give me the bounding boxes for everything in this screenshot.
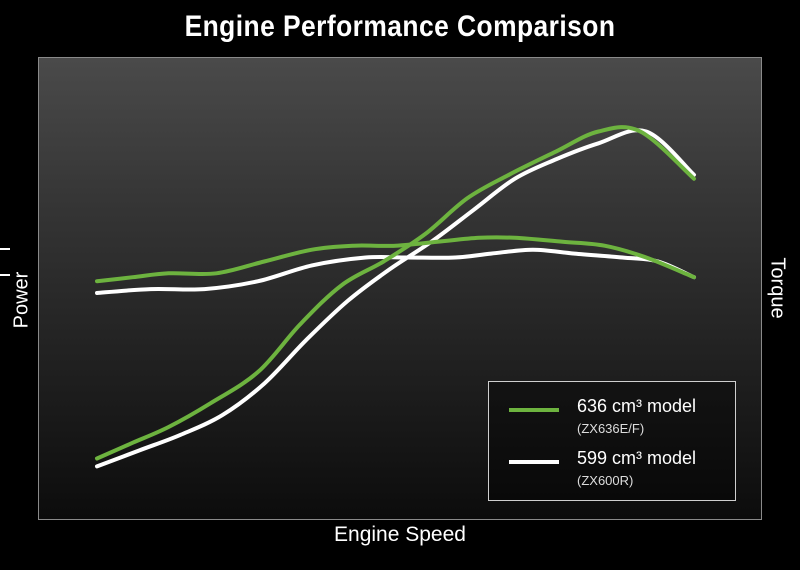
legend-swatch-green	[509, 408, 559, 412]
legend-sub-599: (ZX600R)	[577, 473, 634, 488]
series-line-636-torque	[95, 235, 696, 284]
y-axis-label-power: Power	[10, 271, 33, 329]
series-line-636-power	[95, 125, 696, 461]
legend: 636 cm³ model (ZX636E/F) 599 cm³ model (…	[488, 381, 736, 501]
legend-label-636: 636 cm³ model	[577, 396, 697, 416]
legend-sub-636: (ZX636E/F)	[577, 421, 645, 436]
legend-label-599: 599 cm³ model	[577, 448, 697, 468]
series-line-599-power	[95, 128, 696, 469]
chart-svg	[95, 125, 696, 469]
power-axis-marker	[0, 248, 10, 276]
chart-title: Engine Performance Comparison	[184, 10, 616, 43]
plot-area: 636 cm³ model (ZX636E/F) 599 cm³ model (…	[38, 57, 762, 520]
y-axis-label-torque: Torque	[766, 257, 789, 319]
legend-swatch-white	[509, 460, 559, 464]
x-axis-label: Engine Speed	[334, 523, 466, 546]
series-line-599-torque	[95, 247, 696, 295]
